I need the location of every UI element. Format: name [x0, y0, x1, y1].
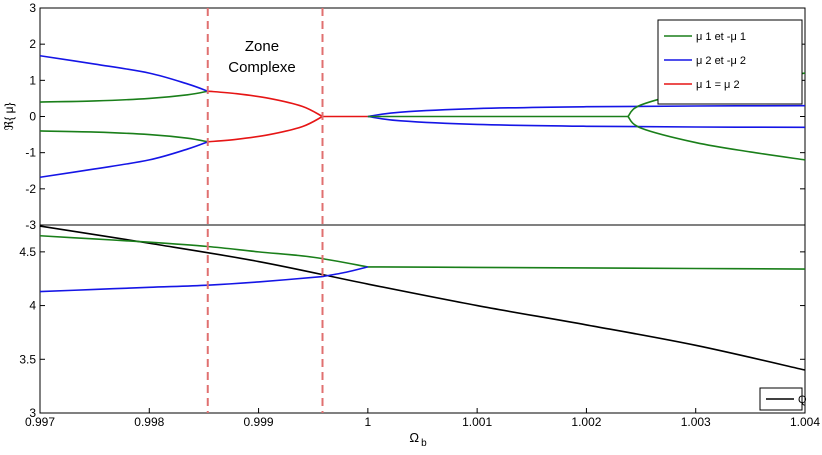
chart-series — [39, 54, 806, 371]
top-series-line-1 — [39, 130, 208, 143]
x-tick-label: 1 — [365, 415, 372, 429]
top-series-line-2 — [39, 54, 209, 92]
bottom-legend-label: Q — [798, 394, 807, 406]
bottom-plot-frame — [39, 224, 806, 414]
top-series-line-3 — [39, 141, 209, 179]
top-legend-label: μ 2 et -μ 2 — [696, 55, 746, 67]
annotation-zone-complexe: Zone — [245, 38, 279, 55]
x-axis-label-main: Ω — [409, 430, 419, 445]
bottom-y-tick-label: 4 — [29, 299, 36, 313]
bottom-series-line-4 — [367, 266, 806, 270]
top-series-line-5 — [207, 115, 323, 143]
x-tick-label: 0.999 — [244, 415, 274, 429]
top-y-tick-label: -3 — [25, 218, 36, 232]
top-series-line-8 — [367, 115, 806, 129]
top-series-line-4 — [207, 90, 323, 118]
top-series-line-0 — [39, 90, 208, 103]
x-tick-label: 1.004 — [790, 415, 820, 429]
chart-legends: μ 1 et -μ 1 μ 2 et -μ 2 μ 1 = μ 2 Q — [657, 19, 807, 411]
x-tick-label: 0.997 — [25, 415, 55, 429]
top-y-tick-label: 2 — [29, 37, 36, 51]
bottom-y-tick-label: 4.5 — [19, 245, 36, 259]
x-tick-label: 0.998 — [134, 415, 164, 429]
annotation-zone-complexe: Complexe — [228, 59, 296, 76]
top-y-tick-label: 3 — [29, 1, 36, 15]
top-legend-label: μ 1 et -μ 1 — [696, 31, 746, 43]
x-tick-label: 1.001 — [462, 415, 492, 429]
top-y-tick-label: 1 — [29, 73, 36, 87]
bottom-y-tick-label: 3.5 — [19, 352, 36, 366]
top-y-tick-label: 0 — [29, 110, 36, 124]
x-tick-label: 1.002 — [571, 415, 601, 429]
top-y-tick-label: -2 — [25, 182, 36, 196]
bottom-series-line-3 — [322, 266, 369, 278]
top-legend-box — [657, 19, 803, 105]
x-tick-label: 1.003 — [681, 415, 711, 429]
chart-frames — [39, 7, 806, 414]
top-series-line-11 — [627, 115, 806, 161]
y-axis-label: ℜ{ μ} — [2, 102, 16, 130]
x-axis-label-subscript: b — [421, 438, 427, 449]
chart-vertical-lines — [206, 8, 324, 413]
top-y-tick-label: -1 — [25, 146, 36, 160]
bottom-series-line-0 — [39, 225, 806, 371]
bottom-series-line-2 — [39, 275, 323, 293]
bottom-y-tick-label: 3 — [29, 406, 36, 420]
top-legend-label: μ 1 = μ 2 — [696, 79, 740, 91]
top-series-line-7 — [367, 104, 806, 118]
